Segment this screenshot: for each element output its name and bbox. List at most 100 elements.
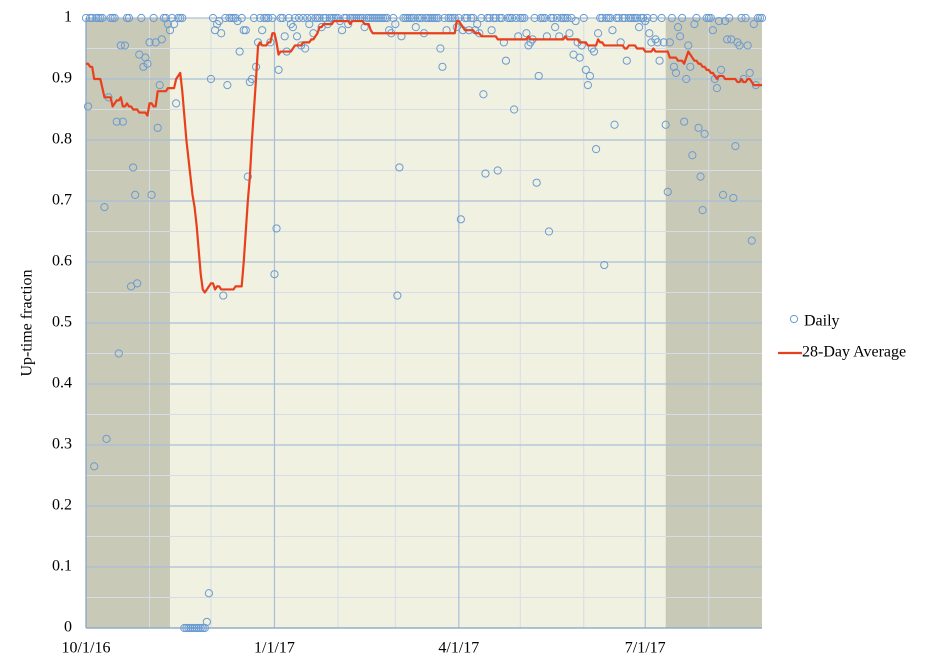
daily-point	[133, 279, 142, 288]
daily-point	[745, 68, 754, 78]
daily-point	[456, 215, 465, 224]
daily-point	[374, 13, 384, 23]
daily-point	[276, 13, 285, 23]
daily-point	[546, 13, 556, 23]
daily-point	[706, 13, 715, 23]
daily-point	[575, 53, 584, 62]
daily-point	[176, 13, 185, 23]
daily-point	[307, 13, 316, 23]
daily-point	[632, 13, 642, 23]
daily-point	[159, 13, 168, 23]
daily-point	[399, 13, 408, 23]
daily-point	[108, 13, 117, 23]
daily-point	[694, 123, 703, 132]
daily-point	[708, 26, 717, 35]
daily-point	[219, 291, 228, 300]
y-tick-label: 0.6	[52, 253, 72, 270]
daily-point	[645, 29, 654, 38]
daily-point	[581, 65, 590, 74]
daily-point	[612, 13, 621, 23]
daily-point	[192, 623, 201, 633]
daily-point	[315, 13, 324, 23]
daily-point	[131, 190, 140, 199]
daily-point	[653, 38, 662, 47]
daily-point	[559, 13, 568, 23]
daily-point	[485, 13, 494, 23]
daily-point	[112, 117, 121, 126]
daily-point	[169, 20, 179, 29]
daily-point	[585, 71, 595, 81]
daily-point	[163, 20, 173, 29]
daily-point	[155, 81, 164, 90]
daily-point	[557, 13, 566, 23]
daily-point	[217, 29, 226, 38]
daily-point	[737, 13, 746, 23]
daily-point	[196, 623, 205, 633]
daily-point	[411, 23, 420, 32]
daily-point	[637, 13, 646, 23]
daily-point	[337, 26, 347, 35]
daily-point	[186, 623, 195, 633]
daily-point	[532, 178, 541, 187]
daily-point	[438, 62, 447, 71]
daily-point	[723, 35, 732, 44]
daily-point	[481, 169, 490, 178]
daily-point	[497, 13, 506, 23]
daily-point	[407, 13, 416, 23]
daily-point	[516, 13, 525, 23]
daily-point	[729, 193, 738, 203]
daily-point	[450, 13, 459, 23]
daily-point	[139, 62, 148, 71]
daily-point	[415, 13, 425, 23]
daily-point	[380, 13, 390, 23]
daily-point	[346, 13, 355, 23]
daily-point	[233, 16, 242, 26]
daily-point	[421, 13, 431, 23]
daily-point	[716, 65, 726, 74]
daily-point	[96, 13, 105, 23]
daily-point	[493, 166, 502, 175]
daily-point	[284, 13, 293, 23]
daily-point	[366, 13, 375, 23]
daily-point	[288, 23, 297, 32]
daily-point	[434, 13, 443, 23]
daily-point	[88, 13, 97, 23]
daily-point	[290, 13, 300, 23]
daily-point	[630, 13, 640, 23]
daily-point	[299, 13, 308, 23]
daily-point	[280, 32, 289, 41]
daily-point	[184, 623, 193, 633]
x-tick-label: 4/1/17	[438, 640, 479, 657]
daily-point	[409, 13, 418, 23]
daily-point	[262, 13, 271, 23]
daily-point	[165, 26, 175, 35]
daily-point	[530, 13, 539, 23]
daily-point	[483, 13, 492, 23]
daily-point	[622, 56, 631, 65]
daily-point	[389, 13, 398, 23]
daily-point	[538, 13, 547, 23]
daily-point	[118, 117, 127, 126]
daily-point	[548, 13, 558, 23]
daily-point	[426, 13, 435, 23]
daily-point	[753, 13, 763, 23]
daily-point	[678, 13, 687, 23]
daily-point	[620, 13, 629, 23]
daily-point	[436, 44, 445, 53]
daily-point	[364, 13, 373, 23]
daily-point	[462, 13, 472, 23]
daily-point	[688, 151, 697, 160]
daily-point	[700, 129, 709, 138]
daily-point	[391, 20, 400, 29]
daily-point	[143, 59, 152, 68]
daily-point	[512, 13, 521, 23]
daily-point	[264, 13, 273, 23]
daily-point	[85, 13, 95, 23]
daily-point	[372, 13, 381, 23]
daily-point	[510, 105, 519, 114]
y-axis-label: Up-time fraction	[19, 269, 36, 376]
daily-point	[428, 13, 437, 23]
daily-point	[90, 462, 99, 471]
daily-point	[704, 13, 713, 23]
